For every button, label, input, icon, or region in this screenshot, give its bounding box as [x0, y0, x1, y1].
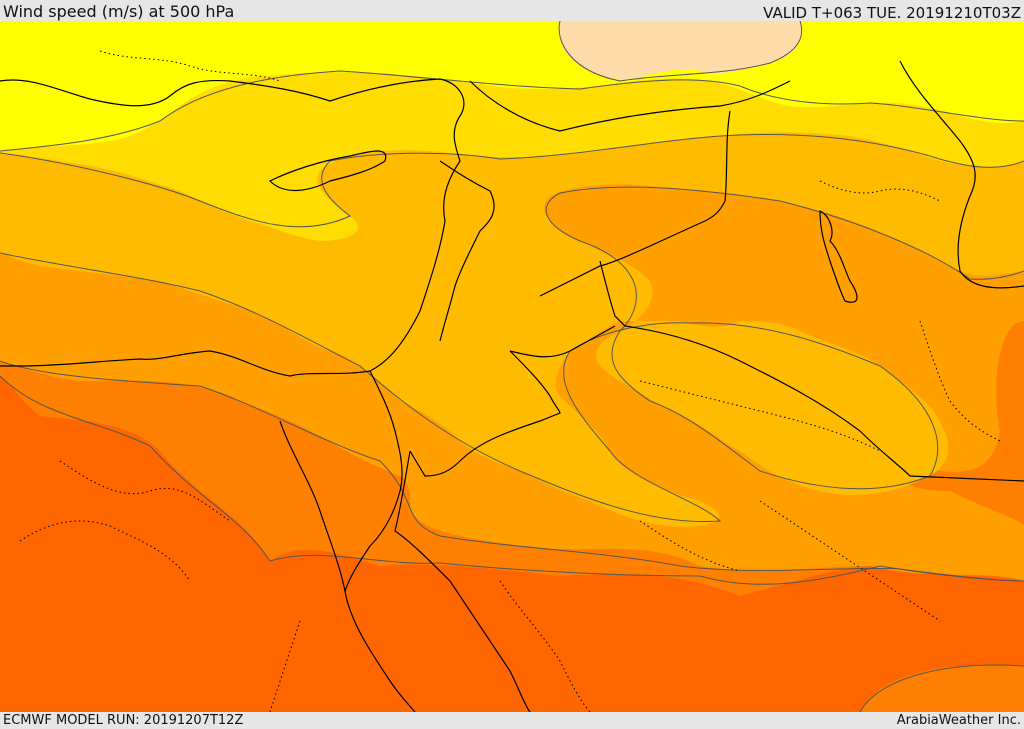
province-boundary: [269, 620, 301, 712]
border: [409, 350, 561, 477]
credit: ArabiaWeather Inc.: [896, 713, 1021, 728]
coastline: [279, 420, 346, 592]
contour-line: [0, 375, 1024, 585]
coastline: [819, 210, 858, 303]
country-borders: [0, 60, 1024, 712]
valid-time: VALID T+063 TUE. 20191210T03Z: [763, 4, 1021, 22]
contour-line: [558, 21, 803, 82]
contour-line: [859, 664, 1024, 712]
wind-speed-map-svg: [0, 21, 1024, 712]
model-run: ECMWF MODEL RUN: 20191207T12Z: [3, 713, 244, 728]
province-boundary: [819, 180, 941, 202]
border: [899, 60, 1024, 289]
border: [599, 260, 1024, 482]
province-boundaries: [19, 50, 1001, 712]
coastline: [268, 150, 387, 192]
border: [539, 110, 731, 297]
title-bar: Wind speed (m/s) at 500 hPa VALID T+063 …: [0, 0, 1024, 22]
contour-line: [0, 70, 1024, 152]
weather-map: [0, 21, 1024, 712]
footer-bar: ECMWF MODEL RUN: 20191207T12Z ArabiaWeat…: [0, 712, 1024, 729]
coastline: [394, 450, 531, 712]
border: [509, 325, 616, 358]
map-title: Wind speed (m/s) at 500 hPa: [3, 2, 235, 21]
coastline: [344, 370, 416, 712]
contour-line: [0, 186, 1024, 523]
contour-lines: [0, 21, 1024, 712]
border: [469, 80, 791, 132]
province-boundary: [499, 580, 591, 712]
band-peach: [558, 21, 802, 80]
province-boundary: [19, 520, 191, 582]
province-boundary: [99, 50, 281, 82]
contour-line: [0, 360, 1024, 582]
coastline: [0, 78, 465, 377]
contour-line: [0, 134, 1024, 228]
province-boundary: [639, 520, 741, 572]
border: [439, 160, 495, 342]
province-boundary: [759, 500, 941, 622]
